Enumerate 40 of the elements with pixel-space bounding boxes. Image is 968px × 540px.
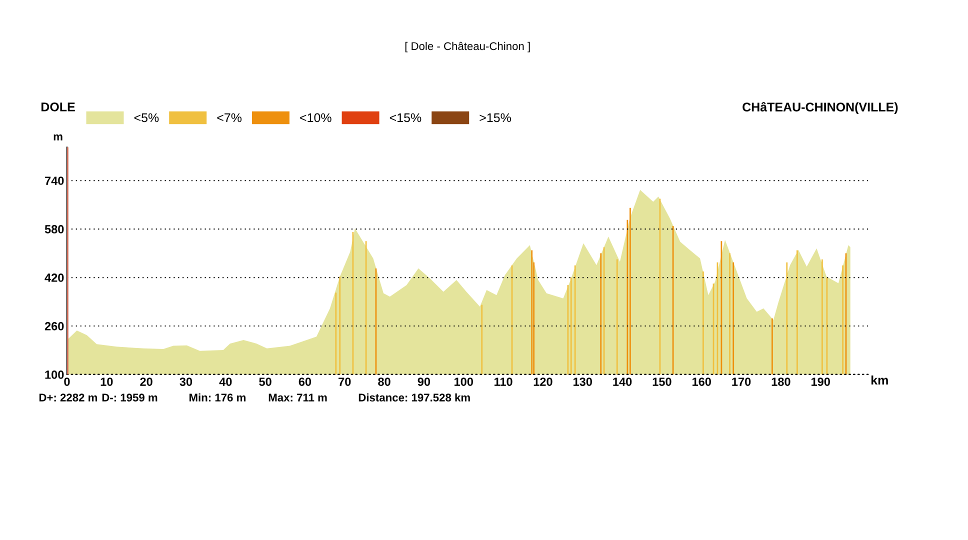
text: Max: 711 m (268, 394, 327, 402)
y-axis-title: m (54, 134, 62, 140)
legend-label: <5% (134, 113, 159, 122)
x-tick-label: 100 (454, 378, 473, 386)
x-tick-label: 50 (259, 378, 272, 386)
y-tick-label: 100 (45, 370, 64, 379)
legend-label: <7% (217, 113, 242, 122)
y-tick-label: 260 (44, 322, 64, 330)
x-tick-label: 20 (140, 378, 152, 386)
x-tick-label: 150 (652, 378, 672, 386)
text: DOLE (41, 102, 75, 112)
x-tick-label: 130 (574, 378, 592, 386)
x-tick-label: 0 (64, 378, 70, 386)
x-tick-label: 140 (613, 378, 632, 386)
text: D-: 1959 m (102, 394, 158, 402)
y-tick-label: 580 (44, 225, 64, 234)
chart-title: [ Dole - Château-Chinon ] (405, 42, 530, 52)
text: Min: 176 m (190, 393, 246, 402)
text: Distance: 197.528 km (358, 393, 470, 402)
x-tick-label: 10 (100, 378, 113, 386)
x-tick-label: 120 (534, 378, 552, 386)
x-tick-label: 160 (692, 378, 711, 386)
x-tick-label: 190 (812, 378, 830, 386)
legend-label: <10% (300, 113, 332, 122)
x-tick-label: 30 (180, 378, 192, 386)
x-tick-label: 90 (418, 378, 430, 386)
x-tick-label: 110 (494, 378, 512, 386)
legend-label: >15% (480, 113, 511, 122)
x-tick-label: 180 (772, 378, 790, 386)
x-tick-label: 40 (219, 378, 232, 386)
y-tick-label: 740 (45, 176, 64, 185)
x-tick-label: 60 (298, 378, 312, 386)
legend-label: <15% (390, 113, 422, 122)
x-tick-label: 80 (378, 378, 390, 386)
text: D+: 2282 m (39, 394, 98, 402)
text: CHâTEAU-CHINON(VILLE) (742, 102, 898, 114)
x-tick-label: 70 (338, 378, 351, 386)
y-tick-label: 420 (44, 274, 64, 282)
x-axis-title: km (871, 375, 888, 385)
x-tick-label: 170 (732, 378, 751, 386)
